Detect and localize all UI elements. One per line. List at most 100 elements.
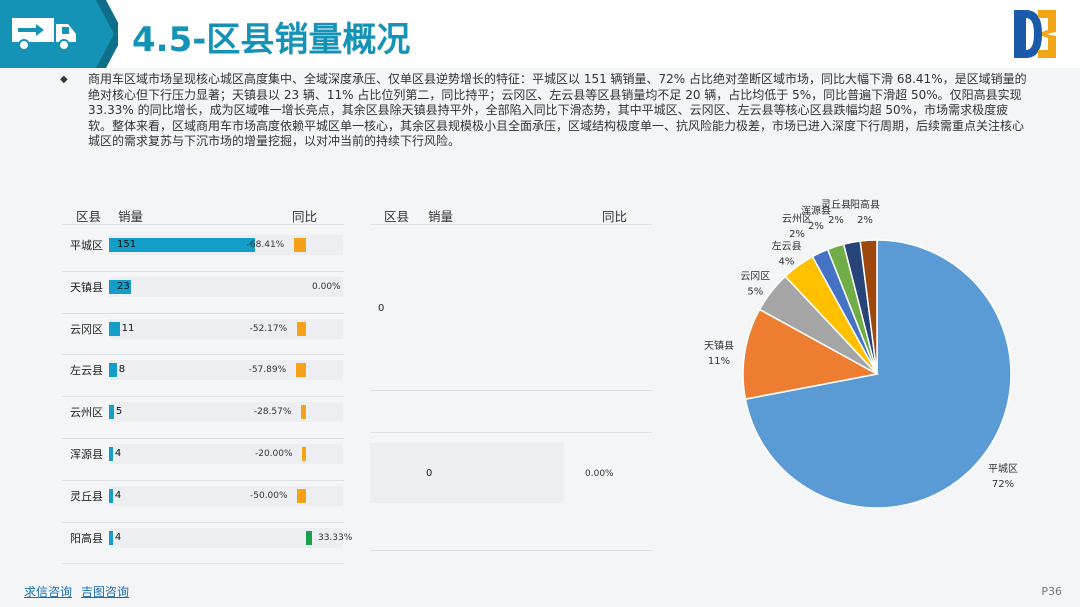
yoy-value: -68.41% — [246, 240, 285, 250]
sales-bar-track — [109, 485, 343, 506]
sales-bar — [109, 405, 114, 420]
left-header-sales: 销量 — [118, 209, 144, 224]
right-header-sales: 销量 — [428, 209, 454, 224]
sales-value: 5 — [115, 406, 123, 418]
yoy-value: -52.17% — [249, 323, 288, 334]
yoy-bar — [293, 238, 306, 252]
page-number: P36 — [1041, 585, 1062, 598]
pie-label: 天镇县 — [704, 339, 734, 352]
yoy-bar — [300, 405, 306, 420]
sales-value: 11 — [121, 322, 135, 334]
yoy-bar — [302, 447, 306, 461]
header-bar: 4.5-区县销量概况 — [0, 0, 1080, 68]
right-header-divider — [370, 224, 652, 225]
sales-bar-track — [109, 402, 343, 423]
sales-bar — [109, 363, 117, 378]
row-divider — [62, 354, 344, 356]
left-header-divider — [62, 224, 344, 225]
sales-value: 4 — [114, 448, 122, 459]
pie-slice — [744, 239, 1012, 509]
right-header-county: 区县 — [384, 209, 410, 224]
county-label: 阳高县 — [70, 531, 103, 545]
bullet-icon: ◆ — [60, 74, 68, 85]
yoy-bar — [297, 488, 306, 503]
truck-logo-icon — [0, 0, 118, 68]
pie-slice — [784, 255, 878, 375]
county-label: 浑源县 — [70, 448, 103, 461]
row-divider — [62, 438, 344, 439]
county-label: 云州区 — [70, 406, 103, 420]
sales-bar-track — [109, 360, 343, 381]
right-bottom-pct: 0.00% — [585, 469, 614, 479]
pie-label: 平城区 — [988, 463, 1018, 475]
right-bottom-zero: 0 — [426, 468, 433, 479]
pie-slice — [758, 275, 878, 375]
pie-percent: 2% — [828, 215, 844, 226]
right-divider-1 — [370, 390, 652, 391]
sales-bar — [109, 447, 113, 461]
row-divider — [62, 396, 344, 398]
pie-label: 云冈区 — [740, 271, 770, 283]
sales-bar-track — [109, 276, 343, 297]
pie-slice — [811, 248, 878, 375]
yoy-value: -57.89% — [248, 365, 287, 376]
sales-value: 4 — [114, 489, 122, 501]
page-title: 4.5-区县销量概况 — [132, 20, 411, 60]
right-header-yoy: 同比 — [602, 209, 628, 224]
sales-bar-track — [109, 444, 343, 464]
pie-percent: 2% — [857, 215, 873, 226]
pie-slice — [742, 308, 880, 400]
pie-percent: 4% — [779, 256, 795, 267]
pie-percent: 5% — [747, 287, 763, 298]
yoy-bar — [306, 530, 312, 545]
row-divider — [62, 270, 344, 272]
row-divider — [62, 479, 344, 481]
sales-value: 8 — [118, 364, 126, 376]
county-label: 云冈区 — [70, 322, 103, 336]
sales-bar — [109, 488, 113, 503]
pie-slice — [859, 239, 878, 375]
pie-label: 阳高县 — [850, 198, 880, 211]
pie-label: 灵丘县 — [821, 199, 851, 211]
pie-slice — [842, 240, 878, 375]
sales-value: 23 — [117, 280, 130, 292]
pie-percent: 2% — [808, 221, 824, 232]
pie-label: 浑源县 — [801, 204, 831, 217]
yoy-value: -50.00% — [250, 490, 288, 501]
county-label: 平城区 — [70, 239, 103, 252]
sales-bar — [109, 321, 120, 336]
yoy-value: -20.00% — [255, 449, 293, 459]
sales-bar-track — [109, 318, 343, 339]
pie-percent: 72% — [992, 479, 1014, 490]
sales-bar — [109, 279, 132, 294]
county-label: 灵丘县 — [70, 489, 103, 503]
yoy-bar — [295, 363, 306, 378]
summary-paragraph: 商用车区域市场呈现核心城区高度集中、全域深度承压、仅单区县逆势增长的特征：平城区… — [88, 72, 1027, 148]
pie-percent: 11% — [708, 356, 730, 367]
pie-label: 云州区 — [782, 213, 812, 225]
pie-percent: 2% — [789, 229, 805, 240]
footer-link-qiuxin[interactable]: 求信咨询 — [24, 585, 73, 599]
left-header-county: 区县 — [76, 209, 102, 224]
yoy-value: -28.57% — [253, 407, 292, 418]
brand-logo-icon — [1014, 10, 1056, 58]
row-divider — [62, 521, 344, 523]
county-label: 左云县 — [70, 364, 103, 378]
pie-label: 左云县 — [771, 239, 801, 252]
footer-link-jitu[interactable]: 吉图咨询 — [81, 585, 130, 599]
sales-bar — [109, 530, 113, 545]
yoy-value: 33.33% — [317, 532, 353, 543]
yoy-bar — [296, 321, 306, 336]
right-divider-2 — [370, 432, 652, 433]
right-empty-cell — [370, 443, 564, 503]
row-divider — [62, 563, 344, 565]
row-divider — [62, 312, 344, 314]
sales-value: 151 — [117, 239, 137, 250]
yoy-value: 0.00% — [312, 281, 341, 292]
right-top-zero: 0 — [378, 303, 385, 314]
pie-slice — [826, 243, 878, 375]
right-divider-3 — [370, 550, 652, 551]
sales-bar-track — [109, 527, 343, 548]
left-header-yoy: 同比 — [292, 209, 318, 224]
sales-bar — [109, 238, 255, 252]
